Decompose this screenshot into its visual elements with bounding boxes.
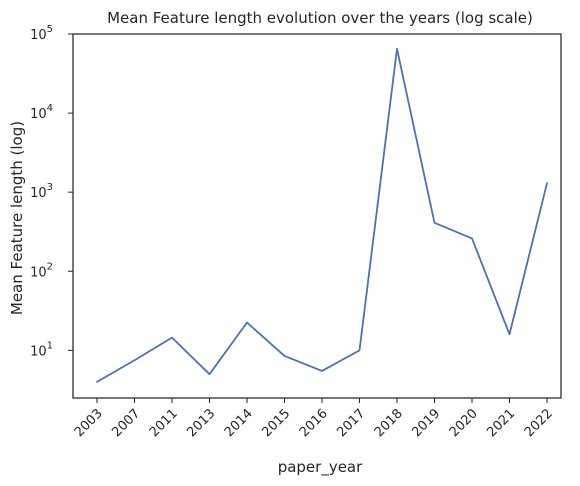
y-tick-label: 103 [30,182,53,201]
y-tick-label: 102 [30,261,53,280]
chart-title: Mean Feature length evolution over the y… [107,9,533,27]
series-line [96,47,548,383]
y-axis-title: Mean Feature length (log) [8,121,26,315]
y-tick-label: 105 [30,24,53,43]
y-tick-label: 101 [30,340,53,359]
y-tick-label: 104 [30,103,53,122]
plot-frame [72,33,562,399]
x-axis-title: paper_year [278,458,363,477]
